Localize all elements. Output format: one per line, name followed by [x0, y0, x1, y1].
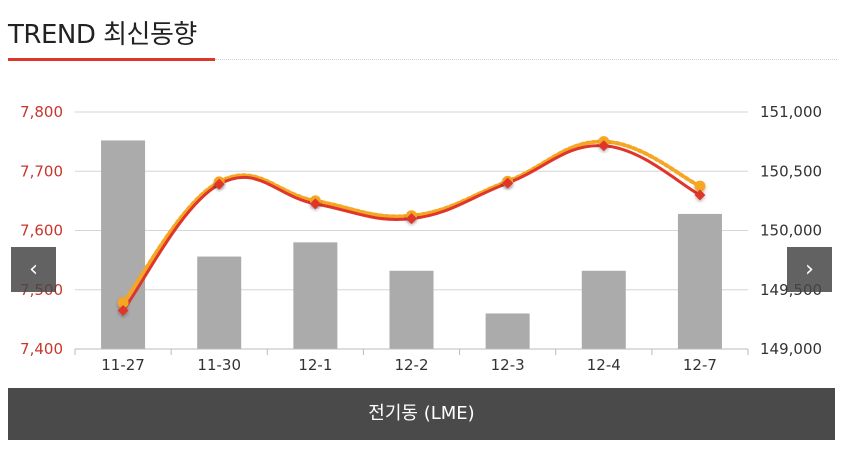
left-tick-label: 7,600 [20, 222, 63, 240]
bar [293, 242, 338, 349]
right-tick-label: 150,000 [760, 222, 822, 240]
x-tick-label: 11-30 [197, 356, 241, 374]
point-diamond [309, 198, 321, 210]
left-tick-label: 7,400 [20, 340, 63, 358]
bar [101, 140, 146, 349]
bar [197, 256, 242, 349]
bar [389, 270, 434, 349]
point-diamond [598, 140, 610, 152]
prev-arrow-button[interactable]: ‹ [11, 247, 56, 292]
title-underline [8, 58, 215, 61]
bar [677, 213, 722, 349]
point-diamond [502, 177, 514, 189]
x-tick-label: 12-1 [298, 356, 332, 374]
x-tick-label: 12-2 [394, 356, 428, 374]
page-title: TREND 최신동향 [8, 20, 197, 50]
left-tick-label: 7,800 [20, 103, 63, 121]
point-diamond [694, 189, 706, 201]
x-tick-label: 11-27 [101, 356, 145, 374]
point-circle [117, 297, 129, 309]
right-tick-label: 149,000 [760, 340, 822, 358]
point-diamond [406, 213, 417, 225]
x-tick-label: 12-7 [683, 356, 717, 374]
right-tick-label: 151,000 [760, 103, 822, 121]
point-diamond [117, 304, 129, 316]
point-diamond [213, 178, 225, 190]
bar [581, 270, 626, 349]
left-tick-label: 7,700 [20, 162, 63, 180]
right-tick-label: 150,500 [760, 162, 822, 180]
x-tick-label: 12-4 [587, 356, 621, 374]
metal-label-bar[interactable]: 전기동 (LME) [8, 388, 835, 440]
next-arrow-button[interactable]: › [787, 247, 832, 292]
point-circle [694, 180, 706, 192]
title-divider [215, 59, 837, 60]
x-tick-label: 12-3 [491, 356, 525, 374]
bar [485, 313, 530, 349]
